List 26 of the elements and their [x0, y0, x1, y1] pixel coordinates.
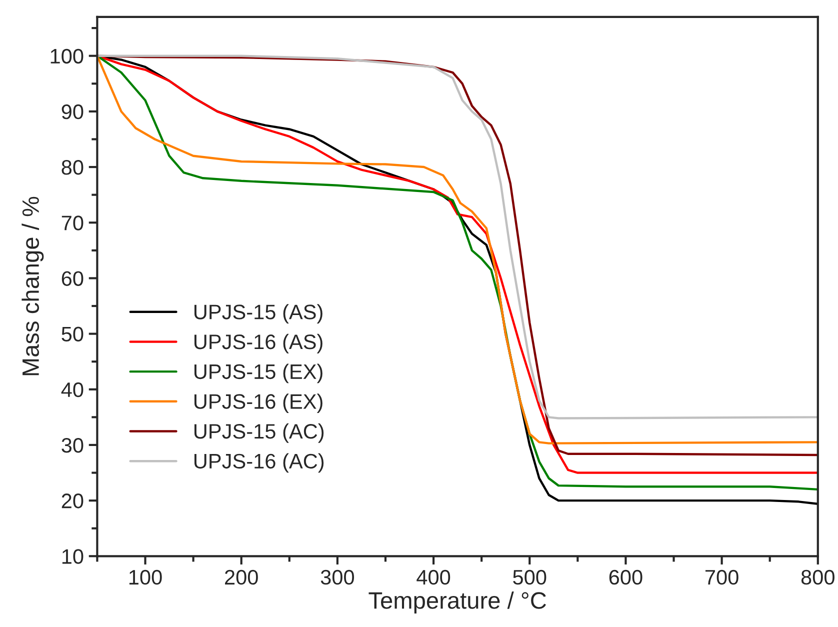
x-tick-label: 600 [609, 570, 642, 585]
legend-label: UPJS-15 (EX) [194, 364, 322, 384]
y-tick-label: 30 [62, 438, 84, 453]
x-tick-label: 500 [513, 570, 546, 585]
x-tick-label: 400 [416, 570, 450, 585]
legend-label: UPJS-16 (EX) [194, 394, 322, 414]
y-tick-label: 60 [62, 271, 84, 286]
x-tick-label: 700 [705, 570, 738, 585]
y-tick-label: 100 [50, 48, 84, 64]
legend-label: UPJS-16 (AC) [194, 453, 324, 473]
x-axis-title: Temperature / °C [368, 592, 546, 614]
y-tick-label: 10 [62, 549, 84, 564]
x-tick-label: 800 [801, 570, 834, 585]
x-tick-label: 200 [225, 570, 258, 585]
y-tick-label: 80 [62, 160, 84, 175]
legend-label: UPJS-15 (AC) [194, 423, 324, 443]
legend-label: UPJS-15 (AS) [194, 304, 322, 324]
y-tick-label: 40 [61, 382, 84, 398]
y-tick-label: 50 [62, 326, 84, 342]
y-tick-label: 20 [62, 494, 84, 508]
legend-label: UPJS-16 (AS) [194, 334, 322, 354]
y-axis-title: Mass change / % [22, 196, 44, 376]
x-tick-label: 300 [320, 570, 354, 585]
x-tick-label: 100 [129, 570, 162, 585]
y-tick-label: 70 [62, 216, 84, 230]
y-tick-label: 90 [62, 104, 84, 120]
